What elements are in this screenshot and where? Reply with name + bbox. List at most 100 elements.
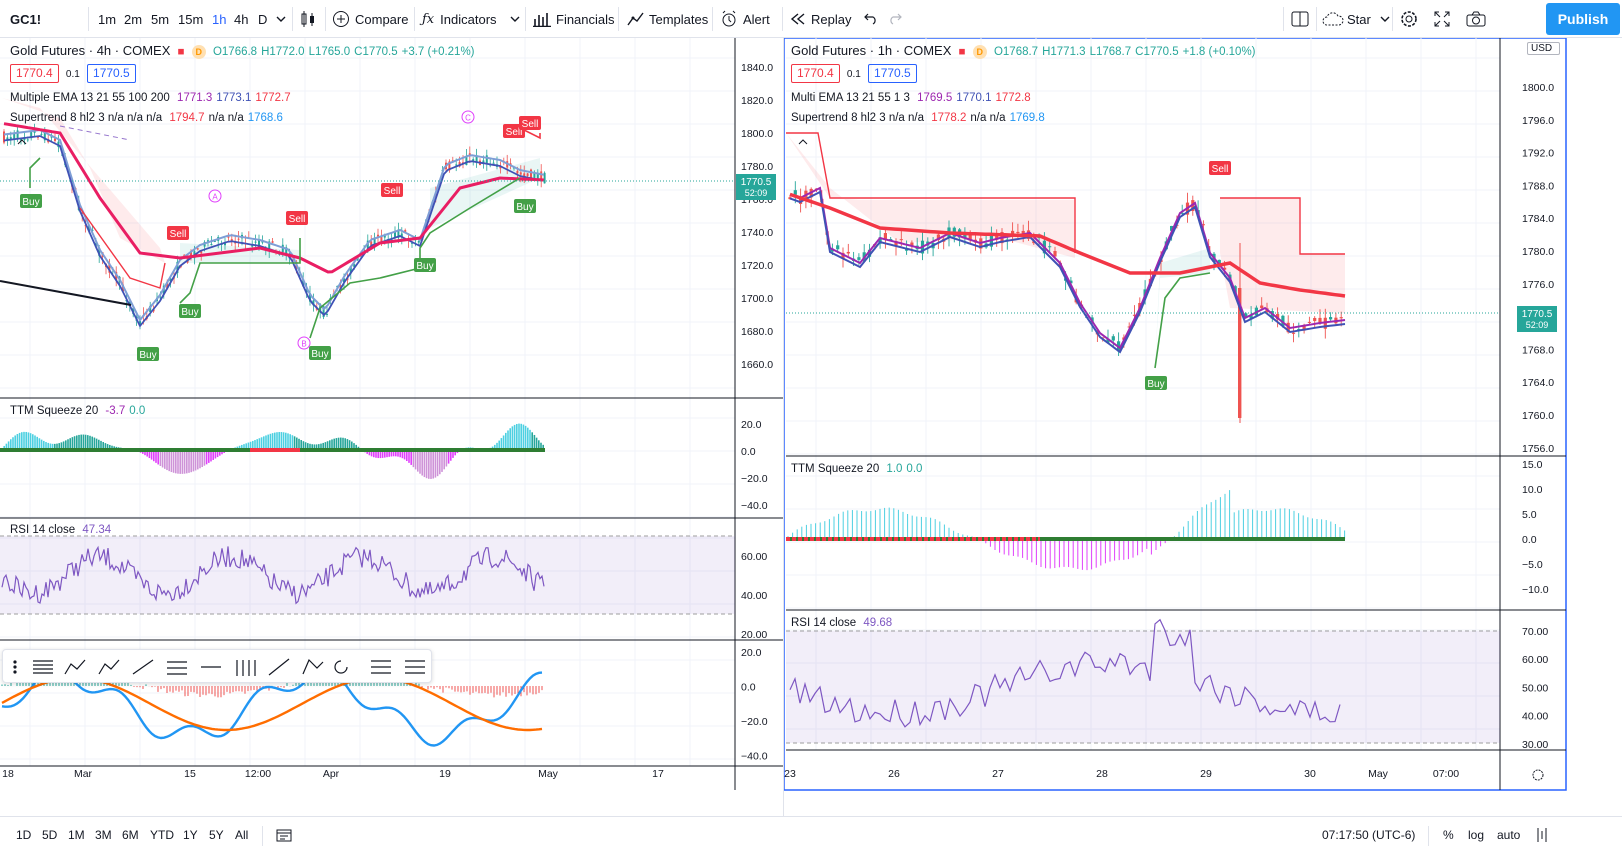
ttm-tick-label: 15.0 — [1522, 459, 1543, 471]
time-tick-label: 19 — [439, 768, 451, 780]
candle-body — [285, 247, 288, 255]
range-1y[interactable]: 1Y — [183, 817, 198, 853]
candle-body — [1318, 317, 1322, 323]
candle-body — [472, 159, 475, 162]
interval-1m[interactable]: 1m — [98, 0, 116, 38]
star-button[interactable]: Star — [1322, 0, 1391, 38]
rsi-band — [0, 536, 735, 614]
interval-label: D — [258, 11, 268, 27]
symbol-search[interactable]: GC1! — [10, 0, 41, 38]
interval-2m[interactable]: 2m — [124, 0, 142, 38]
ohlc-high: H1772.0 — [261, 46, 305, 58]
ttm-tick-label: −10.0 — [1522, 584, 1549, 596]
range-5y[interactable]: 5Y — [209, 817, 224, 853]
scale-settings-button[interactable] — [1536, 817, 1548, 853]
interval-label: 4h — [234, 11, 249, 27]
candle-body — [910, 242, 914, 246]
interval-label: 2m — [124, 11, 143, 27]
compare-button[interactable]: Compare — [332, 0, 408, 38]
ttm-tick-label: −20.0 — [741, 473, 768, 485]
ohlc-change: +3.7 (+0.21%) — [401, 46, 475, 58]
fullscreen-button[interactable] — [1434, 0, 1450, 38]
interval-5m[interactable]: 5m — [151, 0, 169, 38]
log-toggle[interactable]: log — [1468, 817, 1484, 853]
financials-button[interactable]: Financials — [533, 0, 615, 38]
goto-date-button[interactable] — [276, 817, 292, 853]
range-1m[interactable]: 1M — [68, 817, 85, 853]
redo-button[interactable] — [888, 0, 902, 38]
snapshot-button[interactable] — [1466, 0, 1486, 38]
drawing-toolbar — [2, 649, 432, 683]
signal-badge — [20, 194, 42, 208]
price-tick-label: 1800.0 — [1522, 82, 1554, 94]
replay-button[interactable]: Replay — [790, 0, 851, 38]
candle-body — [1170, 225, 1174, 231]
candle-body — [1238, 288, 1242, 418]
rsi-tick-label: 20.00 — [741, 629, 767, 641]
ema-value: 1772.7 — [255, 92, 291, 104]
undo-button[interactable] — [864, 0, 878, 38]
candle-body — [13, 133, 16, 141]
charts-canvas[interactable]: 1840.01820.01800.01780.01760.01740.01720… — [0, 38, 1622, 816]
clock[interactable]: 07:17:50 (UTC-6) — [1322, 817, 1415, 853]
interval-1h[interactable]: 1h — [212, 0, 226, 38]
range-3m[interactable]: 3M — [95, 817, 112, 853]
osc-fast-line — [1, 665, 543, 747]
plus-circle-icon — [333, 11, 349, 27]
candle-body — [383, 235, 386, 238]
candle-body — [50, 136, 53, 138]
interval-d[interactable]: D — [258, 0, 267, 38]
range-1d[interactable]: 1D — [16, 817, 31, 853]
range-all[interactable]: All — [235, 817, 248, 853]
right-chart-title: Gold Futures · 1h · COMEX — [791, 43, 952, 58]
price-countdown: 52:09 — [745, 188, 768, 198]
candle-body — [1069, 280, 1073, 284]
candle-body — [343, 278, 345, 283]
signal-label: Buy — [1147, 379, 1164, 390]
signal-label: Sell — [170, 229, 187, 240]
bid-price[interactable]: 1770.4 — [791, 64, 840, 83]
candle-body — [1291, 332, 1296, 334]
range-5d[interactable]: 5D — [42, 817, 57, 853]
interval-dropdown[interactable] — [275, 0, 287, 38]
auto-toggle[interactable]: auto — [1497, 817, 1520, 853]
ttm-label: TTM Squeeze 20 — [10, 405, 99, 417]
ohlc-close: C1770.5 — [354, 46, 398, 58]
fx-icon: ƒx — [422, 11, 435, 27]
currency-button[interactable]: USD — [1527, 42, 1561, 55]
ask-price[interactable]: 1770.5 — [87, 64, 136, 83]
time-tick-label: Mar — [74, 768, 93, 780]
range-6m[interactable]: 6M — [122, 817, 139, 853]
candle-body — [98, 248, 101, 256]
price-tick-label: 1796.0 — [1522, 115, 1554, 127]
candle-body — [400, 233, 403, 238]
trendline-icon — [132, 659, 154, 675]
alert-button[interactable]: Alert — [720, 0, 770, 38]
interval-4h[interactable]: 4h — [234, 0, 248, 38]
candle-body — [1307, 321, 1311, 323]
chart-type-button[interactable] — [299, 0, 317, 38]
publish-button[interactable]: Publish — [1546, 3, 1620, 35]
range-label: All — [235, 828, 249, 842]
price-tick-label: 1792.0 — [1522, 148, 1554, 160]
bid-price[interactable]: 1770.4 — [10, 64, 59, 83]
time-tick-label: May — [1368, 768, 1389, 780]
percent-toggle[interactable]: % — [1443, 817, 1454, 853]
ask-price[interactable]: 1770.5 — [868, 64, 917, 83]
interval-15m[interactable]: 15m — [178, 0, 203, 38]
ema-fast-line — [3, 128, 545, 322]
settings-button[interactable] — [1400, 0, 1418, 38]
candle-body — [377, 234, 379, 237]
candle-body — [268, 241, 271, 251]
supertrend-bear-fill — [2, 98, 165, 263]
rsi-band — [786, 631, 1500, 743]
financials-label: Financials — [556, 11, 615, 27]
supertrend-up-line — [1154, 272, 1211, 369]
candle-body — [1111, 336, 1115, 341]
templates-button[interactable]: Templates — [627, 0, 708, 38]
candle-body — [40, 133, 43, 135]
indicators-button[interactable]: ƒx Indicators — [422, 0, 521, 38]
supertrend-down-line — [519, 127, 541, 140]
layout-button[interactable] — [1291, 0, 1309, 38]
range-ytd[interactable]: YTD — [150, 817, 174, 853]
